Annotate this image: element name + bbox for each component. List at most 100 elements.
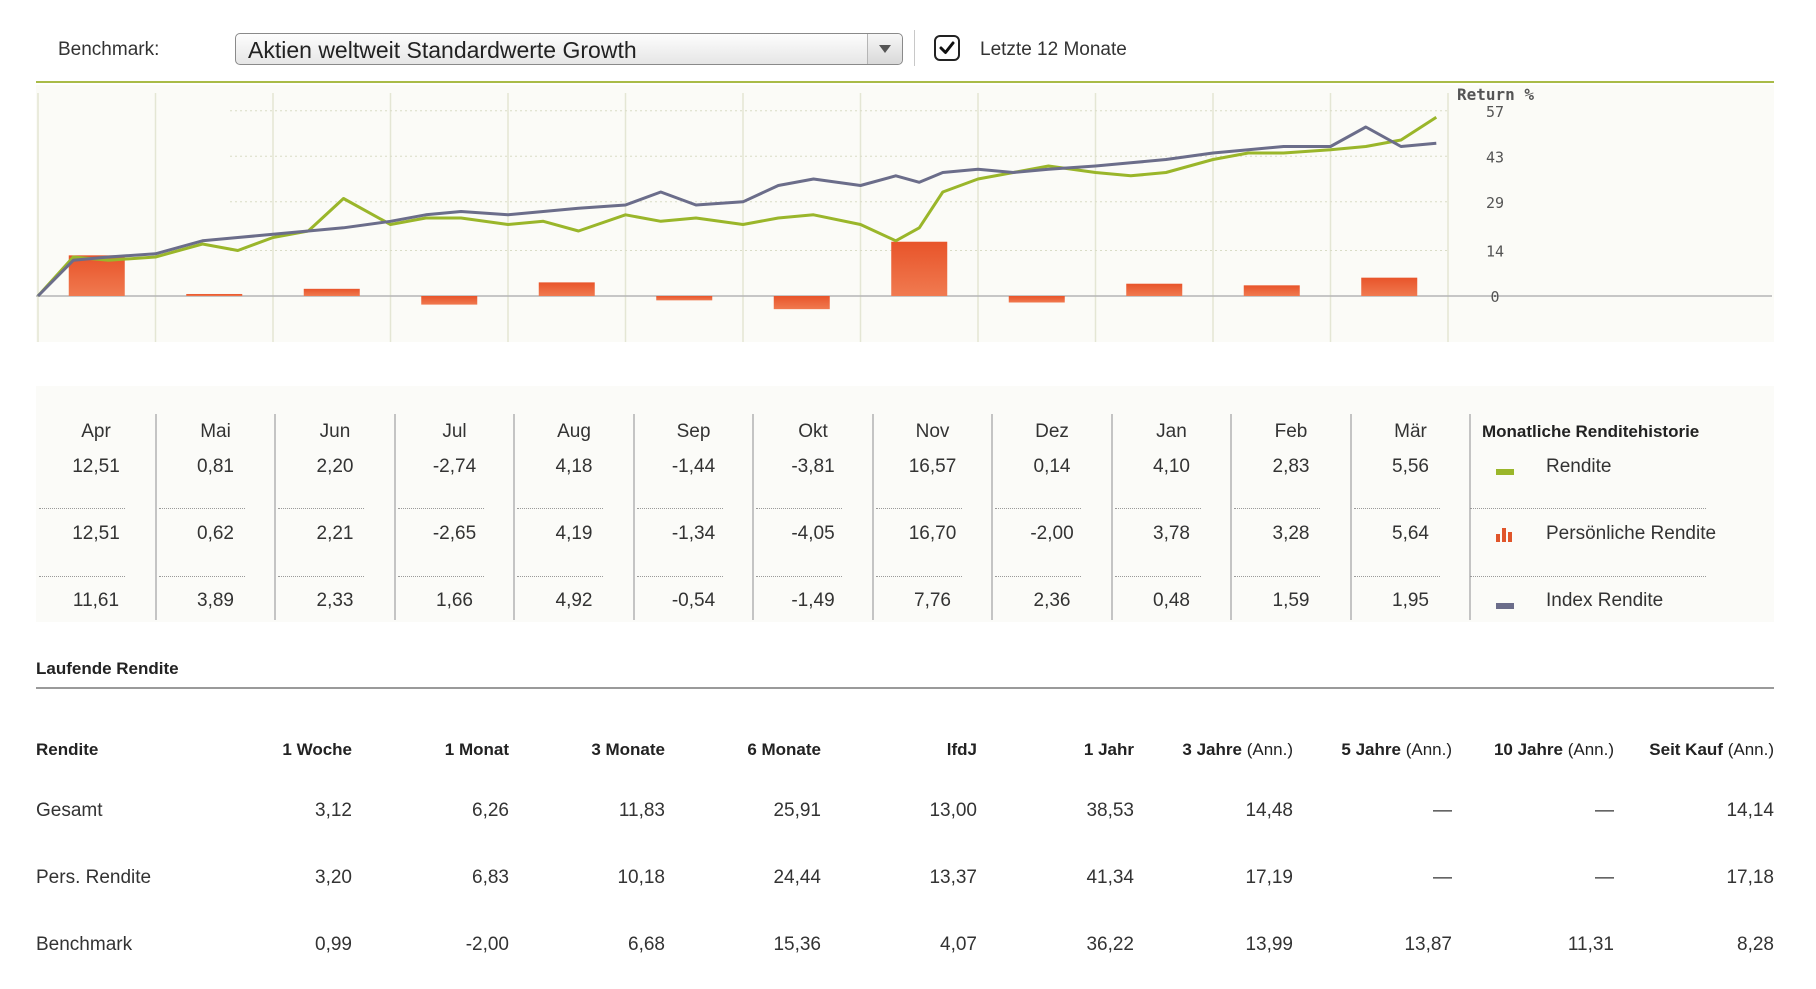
row-separator (517, 576, 603, 577)
return-value: — (1595, 867, 1614, 888)
index-rendite-value: 1,66 (436, 590, 473, 611)
benchmark-select[interactable]: Aktien weltweit Standardwerte Growth (235, 33, 903, 65)
index-rendite-value: 1,95 (1392, 590, 1429, 611)
row-separator (756, 508, 842, 509)
column-header: 10 Jahre (Ann.) (1494, 740, 1614, 760)
index-rendite-value: 1,59 (1272, 590, 1310, 611)
dropdown-arrow-icon[interactable] (867, 34, 902, 64)
series-line-rendite (36, 116, 1438, 298)
column-divider (274, 414, 276, 620)
chart-background (36, 85, 1774, 342)
rendite-value: 0,14 (1033, 456, 1071, 477)
column-header: 6 Monate (747, 740, 821, 760)
header-rule (36, 81, 1774, 83)
month-header: Jun (319, 421, 351, 442)
bar-aug (538, 282, 595, 296)
benchmark-select-value: Aktien weltweit Standardwerte Growth (248, 37, 637, 63)
pers-rendite-value: 0,62 (197, 523, 234, 544)
month-header: Mai (200, 421, 231, 442)
bar-mai (186, 293, 243, 296)
column-divider (1110, 414, 1113, 620)
running-returns-rule (36, 687, 1774, 689)
return-value: 13,99 (1245, 934, 1293, 955)
rendite-value: 4,10 (1153, 456, 1190, 477)
row-separator (517, 508, 603, 509)
month-header: Aug (557, 421, 591, 442)
column-divider (1469, 414, 1471, 620)
column-header-label: 1 Woche (282, 740, 352, 759)
last-12-months-label: Letzte 12 Monate (980, 39, 1127, 60)
row-separator (1234, 576, 1320, 577)
row-separator (39, 508, 125, 509)
index-rendite-value: 7,76 (914, 590, 951, 611)
return-value: 41,34 (1086, 867, 1134, 888)
column-header-annotation: (Ann.) (1241, 740, 1293, 759)
column-header-label: Seit Kauf (1649, 740, 1723, 759)
bar-apr (68, 255, 125, 296)
running-returns-title: Laufende Rendite (36, 659, 179, 678)
row-separator (39, 576, 125, 577)
row-separator (1114, 508, 1201, 509)
y-tick-label: 43 (1486, 148, 1504, 166)
index-legend-icon (1496, 603, 1514, 609)
row-separator (756, 576, 842, 577)
last-12-months-checkbox[interactable] (934, 35, 960, 61)
return-value: — (1433, 800, 1452, 821)
bar-mär (1361, 277, 1418, 296)
row-separator (875, 508, 962, 509)
row-separator (1353, 576, 1440, 577)
index-rendite-value: 0,48 (1153, 590, 1190, 611)
return-value: — (1595, 800, 1614, 821)
pers-rendite-value: 2,21 (316, 523, 354, 544)
month-header: Jul (442, 421, 467, 442)
index-rendite-value: 4,92 (555, 590, 593, 611)
return-value: 17,18 (1726, 867, 1774, 888)
row-separator (875, 576, 962, 577)
legend-separator (1470, 576, 1706, 577)
bar-jul (421, 296, 478, 305)
return-value: — (1433, 867, 1452, 888)
row-label: Benchmark (36, 934, 133, 955)
row-separator (995, 508, 1081, 509)
column-header-label: 3 Jahre (1182, 740, 1242, 759)
rendite-value: 0,81 (197, 456, 234, 477)
rendite-value: 16,57 (908, 456, 957, 477)
column-header: 3 Jahre (Ann.) (1182, 740, 1293, 760)
column-header-label: 3 Monate (591, 740, 665, 759)
row-separator (1234, 508, 1320, 509)
rendite-legend-icon (1496, 469, 1514, 475)
return-value: 4,07 (940, 934, 977, 955)
column-divider (871, 414, 874, 620)
month-header: Feb (1274, 421, 1308, 442)
column-divider (393, 414, 396, 620)
month-header: Dez (1035, 421, 1069, 442)
pers-rendite-value: -2,65 (432, 523, 477, 544)
return-value: 25,91 (773, 800, 821, 821)
row-separator (397, 576, 484, 577)
return-value: 24,44 (773, 867, 821, 888)
column-header: 1 Jahr (1084, 740, 1134, 760)
header-divider (914, 30, 915, 66)
column-header-annotation: (Ann.) (1562, 740, 1614, 759)
column-header-annotation: (Ann.) (1400, 740, 1452, 759)
row-separator (158, 508, 245, 509)
column-header-annotation: (Ann.) (1722, 740, 1774, 759)
pers-rendite-value: 3,78 (1153, 523, 1190, 544)
return-value: 14,14 (1726, 800, 1774, 821)
rendite-value: 12,51 (72, 456, 120, 477)
column-divider (752, 414, 754, 620)
bar-jan (1126, 283, 1183, 296)
row-separator (636, 508, 723, 509)
column-header-label: lfdJ (946, 740, 977, 759)
row-label: Gesamt (36, 800, 103, 821)
return-value: 17,19 (1245, 867, 1293, 888)
pers-rendite-value: -1,34 (671, 523, 716, 544)
rendite-value: 5,56 (1392, 456, 1429, 477)
return-value: 11,31 (1567, 934, 1614, 955)
month-header: Jan (1156, 421, 1187, 442)
column-header-label: 5 Jahre (1341, 740, 1401, 759)
rendite-value: -3,81 (791, 456, 835, 477)
return-value: -2,00 (465, 934, 509, 955)
checkmark-icon (939, 41, 955, 54)
return-value: 6,68 (628, 934, 665, 955)
